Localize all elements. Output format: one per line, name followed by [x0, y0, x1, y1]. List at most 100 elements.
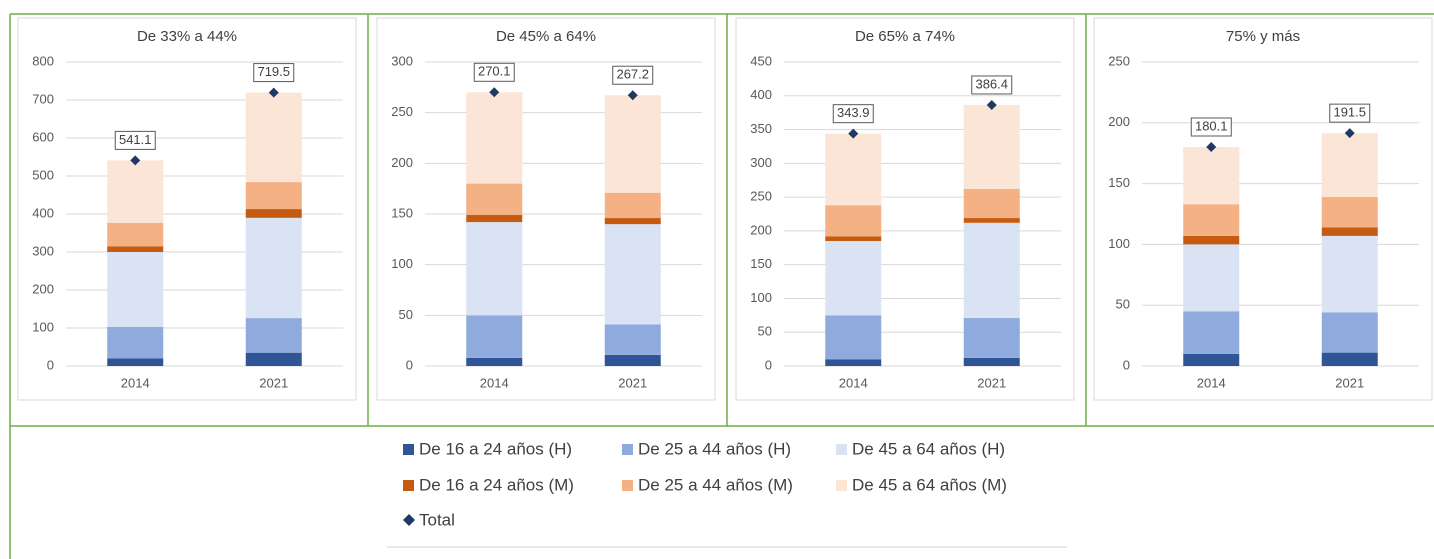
bar-segment — [604, 95, 661, 193]
legend-label: De 25 a 44 años (H) — [638, 439, 791, 458]
y-tick-label: 300 — [32, 243, 54, 258]
y-tick-label: 200 — [1108, 114, 1130, 129]
chart-title: De 45% a 64% — [496, 28, 596, 45]
label-box — [114, 130, 156, 150]
y-tick-label: 500 — [32, 167, 54, 182]
bar-segment — [825, 359, 882, 366]
y-tick-label: 450 — [750, 53, 772, 68]
bar-segment — [825, 241, 882, 316]
chart-title: 75% y más — [1226, 28, 1300, 45]
label-box — [832, 104, 874, 124]
total-marker — [627, 90, 638, 101]
data-label: 343.9 — [837, 105, 870, 120]
chart-box — [376, 17, 716, 401]
legend-swatch — [836, 444, 847, 455]
data-label: 267.2 — [616, 67, 649, 82]
total-marker — [1206, 141, 1217, 152]
y-tick-label: 800 — [32, 53, 54, 68]
bar-segment — [1183, 146, 1240, 205]
bar-segment — [245, 209, 302, 218]
y-tick-label: 100 — [750, 290, 772, 305]
total-marker — [848, 128, 859, 139]
label-box — [473, 62, 515, 82]
total-marker — [130, 155, 141, 166]
y-tick-label: 50 — [1116, 297, 1130, 312]
y-tick-label: 50 — [399, 307, 413, 322]
label-box — [253, 63, 295, 83]
legend-swatch — [403, 480, 414, 491]
data-label: 180.1 — [1195, 118, 1228, 133]
frame — [9, 13, 1434, 559]
chart-box — [17, 17, 357, 401]
x-tick-label: 2014 — [121, 375, 150, 390]
bar-segment — [604, 324, 661, 355]
y-tick-label: 300 — [750, 155, 772, 170]
bar-segment — [466, 215, 523, 223]
y-tick-label: 100 — [32, 319, 54, 334]
bar-segment — [1321, 235, 1378, 313]
y-tick-label: 700 — [32, 91, 54, 106]
bar-segment — [1321, 352, 1378, 366]
chart-title: De 33% a 44% — [137, 28, 237, 45]
bar-segment — [107, 326, 164, 359]
bar-segment — [1183, 353, 1240, 366]
bar-segment — [107, 358, 164, 366]
label-box — [612, 65, 654, 85]
bar-segment — [107, 160, 164, 223]
bar-segment — [107, 222, 164, 247]
y-tick-label: 150 — [1108, 175, 1130, 190]
data-label: 541.1 — [119, 132, 152, 147]
y-tick-label: 0 — [765, 357, 772, 372]
bar-segment — [1183, 244, 1240, 312]
bar-segment — [466, 357, 523, 366]
legend-label: De 45 a 64 años (M) — [852, 475, 1007, 494]
bar-segment — [604, 224, 661, 325]
bar-segment — [466, 92, 523, 184]
legend-swatch — [403, 444, 414, 455]
total-marker — [1344, 128, 1355, 139]
bar-segment — [963, 104, 1020, 190]
y-tick-label: 200 — [32, 281, 54, 296]
legend-label: De 25 a 44 años (M) — [638, 475, 793, 494]
bar-segment — [1321, 227, 1378, 236]
x-tick-label: 2021 — [618, 375, 647, 390]
data-label: 719.5 — [257, 64, 290, 79]
legend-label: Total — [419, 510, 455, 529]
x-tick-label: 2014 — [480, 375, 509, 390]
bar-segment — [245, 182, 302, 210]
y-tick-label: 350 — [750, 121, 772, 136]
bar-segment — [963, 357, 1020, 366]
y-tick-label: 400 — [32, 205, 54, 220]
bar-segment — [245, 352, 302, 366]
y-tick-label: 0 — [1123, 357, 1130, 372]
y-tick-label: 200 — [391, 155, 413, 170]
y-tick-label: 150 — [750, 256, 772, 271]
bar-segment — [245, 217, 302, 319]
bar-segment — [963, 318, 1020, 358]
x-tick-label: 2021 — [259, 375, 288, 390]
y-tick-label: 400 — [750, 87, 772, 102]
bar-segment — [466, 315, 523, 358]
bar-segment — [245, 318, 302, 353]
legend-label: De 16 a 24 años (H) — [419, 439, 572, 458]
bar-segment — [825, 133, 882, 206]
y-tick-label: 250 — [391, 104, 413, 119]
bar-segment — [825, 205, 882, 237]
legend-swatch — [403, 514, 415, 526]
y-tick-label: 150 — [391, 205, 413, 220]
bar-segment — [604, 192, 661, 219]
y-tick-label: 50 — [758, 324, 772, 339]
bar-segment — [1321, 133, 1378, 197]
data-label: 270.1 — [478, 64, 511, 79]
legend-label: De 45 a 64 años (H) — [852, 439, 1005, 458]
y-tick-label: 300 — [391, 53, 413, 68]
y-tick-label: 0 — [47, 357, 54, 372]
bar-segment — [1183, 311, 1240, 354]
bar-segment — [1183, 235, 1240, 245]
x-tick-label: 2014 — [839, 375, 868, 390]
bar-segment — [1321, 196, 1378, 228]
chart-box — [735, 17, 1075, 401]
y-tick-label: 600 — [32, 129, 54, 144]
bar-segment — [107, 252, 164, 327]
legend-swatch — [836, 480, 847, 491]
